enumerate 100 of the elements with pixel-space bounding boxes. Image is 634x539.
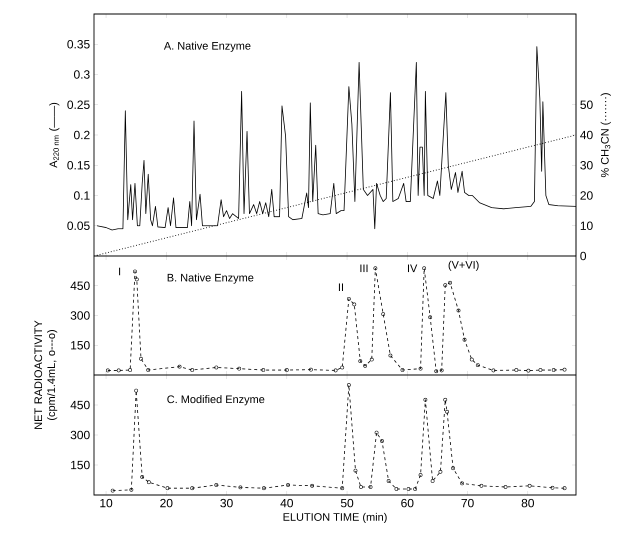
point	[380, 439, 384, 443]
x-tick-label: 70	[462, 498, 474, 508]
point	[346, 296, 351, 301]
point	[470, 358, 474, 362]
point	[445, 410, 449, 414]
point	[374, 430, 378, 434]
y2-tick-label: 20	[580, 191, 593, 200]
y2-tick-label: 40	[580, 130, 593, 140]
point	[286, 483, 290, 487]
point	[368, 485, 372, 489]
point	[413, 487, 418, 491]
x-tick-label: 30	[220, 498, 233, 508]
point	[400, 368, 404, 372]
point	[139, 356, 143, 361]
point	[562, 368, 566, 372]
point	[238, 486, 242, 490]
point	[140, 475, 144, 479]
point	[129, 488, 134, 492]
point	[386, 479, 391, 483]
point	[448, 280, 452, 285]
point	[406, 487, 410, 491]
point	[422, 266, 426, 270]
y-axis-title: NET RADIOACTIVITY (cpm/1.4mL, o---o)	[34, 320, 58, 429]
point	[340, 366, 344, 370]
point	[358, 359, 362, 364]
y-tick-label: 0.15	[67, 161, 90, 170]
y-tick-label: 0.3	[74, 70, 90, 79]
point	[394, 487, 398, 491]
y-tick-label: 0.05	[67, 222, 90, 230]
point	[552, 368, 556, 372]
y2-axis-title: % CH$_{3}$CN (·······)	[600, 93, 611, 178]
point	[423, 398, 428, 402]
point	[538, 368, 542, 372]
point	[550, 486, 554, 490]
point	[528, 484, 532, 488]
x-tick-label: 10	[100, 498, 112, 508]
y-tick-label: 150	[71, 460, 90, 470]
annotation: II	[338, 283, 343, 291]
y-tick-label: 150	[71, 341, 90, 350]
point	[346, 383, 351, 387]
y-tick-label: 300	[70, 430, 90, 440]
point	[462, 338, 466, 342]
point	[430, 479, 434, 483]
point	[190, 368, 194, 372]
point	[476, 363, 480, 367]
y-tick-label: 0.25	[67, 100, 90, 109]
point	[418, 366, 422, 371]
text: A. Native Enzyme	[164, 42, 250, 52]
point	[166, 486, 170, 490]
point	[504, 485, 508, 489]
point	[456, 308, 460, 312]
point	[146, 368, 150, 372]
annotation: III	[360, 264, 368, 272]
point	[214, 366, 218, 370]
x-tick-label: 40	[280, 498, 293, 508]
x-tick-label: 80	[522, 498, 534, 508]
point	[434, 369, 438, 374]
point	[370, 358, 374, 362]
x-tick-label: 20	[160, 498, 172, 508]
point	[128, 368, 132, 372]
y-tick-label: 0.2	[74, 130, 90, 140]
point	[428, 315, 432, 320]
y-tick-label: 0.1	[74, 191, 90, 200]
point	[492, 368, 496, 372]
point	[480, 484, 484, 488]
point	[340, 486, 344, 490]
point	[178, 364, 182, 369]
y2-tick-label: 10	[580, 222, 593, 230]
point	[514, 368, 518, 372]
point	[134, 278, 139, 282]
point	[354, 468, 358, 472]
point	[133, 270, 137, 274]
point	[146, 480, 151, 484]
y-axis-title: A$_{220 nm}$ (——)	[49, 102, 60, 168]
point	[309, 368, 313, 372]
y-tick-label: 450	[70, 400, 90, 410]
y2-tick-label: 50	[580, 100, 593, 109]
point	[381, 312, 386, 316]
point	[190, 486, 194, 490]
point	[418, 473, 422, 477]
x-tick-label: 60	[401, 498, 414, 508]
y2-tick-label: 30	[580, 161, 593, 170]
text: C. Modified Enzyme	[167, 395, 264, 406]
y2-tick-label: 0	[580, 252, 586, 260]
point	[373, 266, 378, 270]
point	[359, 485, 363, 489]
annotation: (V+VI)	[448, 260, 479, 271]
y-tick-label: 300	[70, 311, 90, 320]
point	[110, 488, 115, 492]
x-axis-title: ELUTION TIME (min)	[284, 512, 387, 524]
point	[443, 283, 448, 288]
x-tick-label: 50	[340, 498, 354, 508]
point	[116, 368, 121, 372]
point	[443, 398, 448, 402]
point	[388, 354, 392, 358]
y-tick-label: 450	[70, 282, 90, 290]
annotation: IV	[408, 264, 418, 272]
point	[460, 482, 464, 486]
point	[214, 483, 218, 487]
point	[440, 368, 444, 372]
